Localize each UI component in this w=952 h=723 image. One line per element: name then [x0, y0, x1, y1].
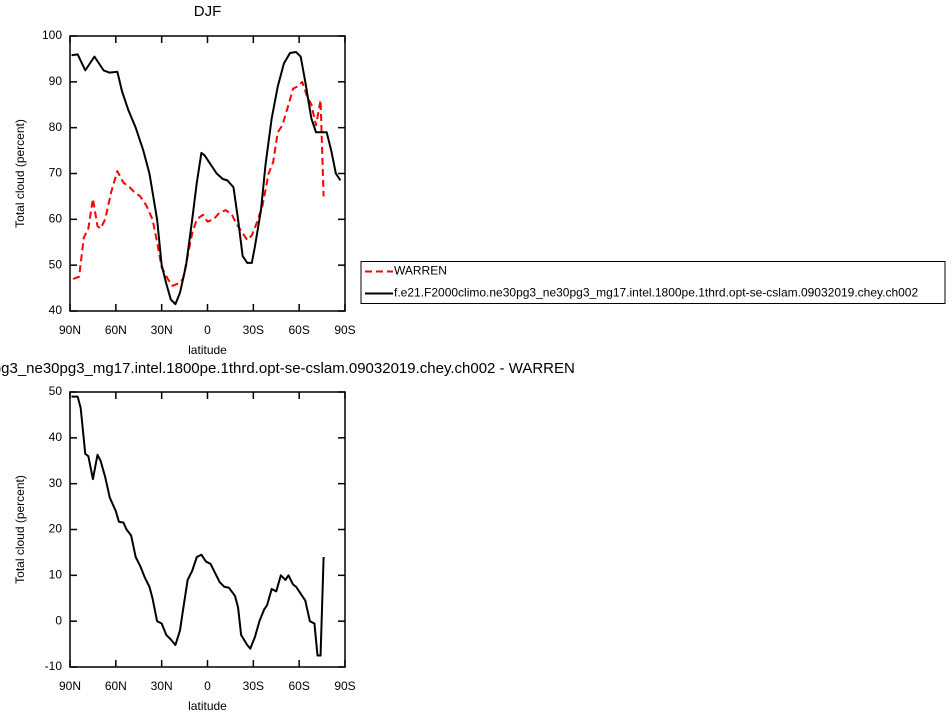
plot-frame [69, 391, 346, 668]
data-line [71, 51, 342, 306]
x-tick-label: 60S [288, 679, 309, 693]
y-axis-label: Total cloud (percent) [13, 475, 27, 584]
x-tick-label: 90S [334, 323, 355, 337]
x-axis-label: latitude [188, 343, 227, 357]
y-tick-label: 50 [49, 384, 63, 398]
y-tick-label: 50 [49, 257, 63, 271]
x-tick-label: 90N [59, 323, 81, 337]
y-tick-label: 100 [42, 28, 62, 42]
y-tick-label: 80 [49, 120, 63, 134]
legend-box [360, 261, 946, 304]
x-tick-label: 60N [105, 679, 127, 693]
x-axis-label: latitude [188, 699, 227, 713]
x-tick-label: 90N [59, 679, 81, 693]
x-tick-label: 30S [243, 679, 264, 693]
x-tick-label: 0 [204, 323, 211, 337]
y-tick-label: 30 [49, 476, 63, 490]
legend-label: f.e21.F2000climo.ne30pg3_ne30pg3_mg17.in… [394, 286, 918, 300]
x-tick-label: 0 [204, 679, 211, 693]
y-tick-label: 40 [49, 430, 63, 444]
x-tick-label: 30N [151, 679, 173, 693]
y-tick-label: 0 [55, 613, 62, 627]
chart-title: DJF [194, 3, 222, 20]
y-tick-label: 60 [49, 212, 63, 226]
x-tick-label: 30S [243, 323, 264, 337]
y-tick-label: -10 [45, 659, 63, 673]
y-tick-label: 40 [49, 303, 63, 317]
data-line [72, 80, 325, 287]
y-tick-label: 90 [49, 74, 63, 88]
x-tick-label: 30N [151, 323, 173, 337]
chart-title: f.e21.F2000climo.ne30pg3_ne30pg3_mg17.in… [0, 360, 575, 377]
x-tick-label: 60N [105, 323, 127, 337]
y-tick-label: 20 [49, 522, 63, 536]
y-axis-label: Total cloud (percent) [13, 119, 27, 228]
y-tick-label: 70 [49, 166, 63, 180]
legend-label: WARREN [394, 264, 447, 278]
y-tick-label: 10 [49, 568, 63, 582]
x-tick-label: 90S [334, 679, 355, 693]
x-tick-label: 60S [288, 323, 309, 337]
data-line [71, 395, 325, 657]
plot-frame [69, 35, 346, 312]
